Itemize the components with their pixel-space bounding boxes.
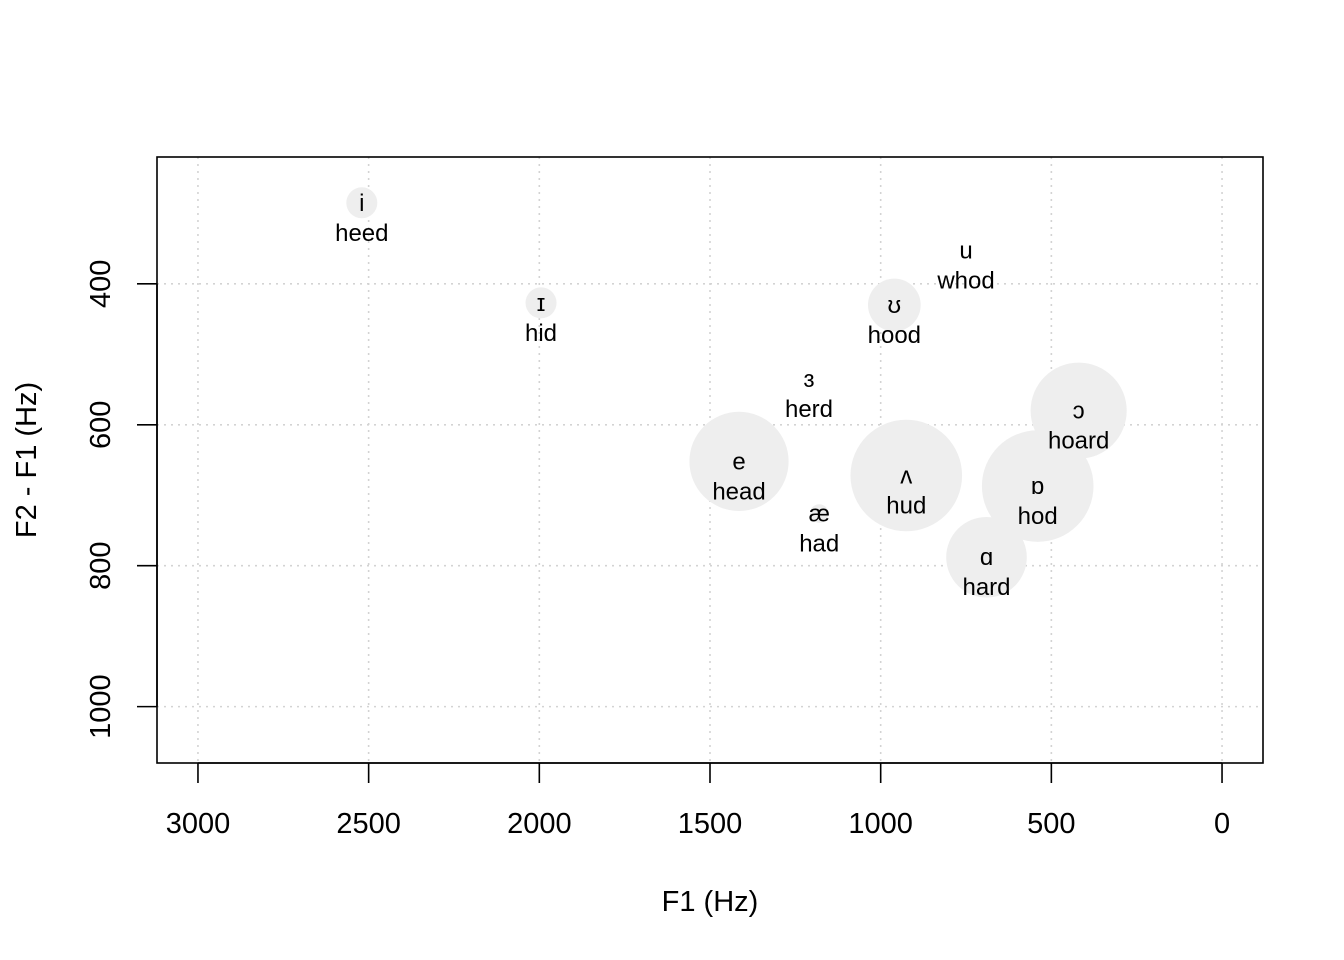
vowel-symbol-hid: ɪ — [537, 290, 546, 317]
vowel-word-had: had — [799, 531, 839, 558]
x-axis-title: F1 (Hz) — [662, 886, 759, 918]
vowel-word-hid: hid — [525, 320, 557, 347]
vowel-symbol-hard: ɑ — [980, 544, 993, 571]
vowel-bubble-hid — [525, 287, 557, 319]
vowel-word-hud: hud — [886, 493, 926, 520]
vowel-word-hard: hard — [962, 574, 1010, 601]
vowel-bubble-had — [809, 504, 829, 523]
y-tick-label: 800 — [85, 542, 117, 590]
vowel-word-head: head — [712, 478, 765, 505]
vowel-symbol-head: e — [732, 448, 745, 475]
vowel-word-hod: hod — [1018, 503, 1058, 530]
vowel-word-hoard: hoard — [1048, 428, 1109, 455]
vowel-symbol-heed: i — [359, 190, 364, 217]
vowel-bubble-heed — [346, 187, 378, 219]
axes: 3000 2500 2000 1500 1000 500 0 400 600 800 1000 — [85, 260, 1230, 840]
x-tick-label: 3000 — [166, 808, 231, 840]
y-axis-title: F2 - F1 (Hz) — [11, 382, 43, 538]
vowel-word-whod: whod — [936, 268, 994, 295]
vowel-word-hood: hood — [868, 322, 921, 349]
x-tick-label: 2000 — [507, 808, 572, 840]
vowel-bubble-hud — [850, 419, 963, 532]
bubble-layer — [346, 187, 1127, 598]
vowel-symbol-hood: ʊ — [888, 292, 902, 319]
vowel-symbol-had: æ — [809, 501, 830, 528]
vowel-bubble-hood — [867, 278, 921, 332]
y-tick-label: 400 — [85, 260, 117, 308]
vowel-symbol-hod: ɒ — [1031, 473, 1044, 500]
x-tick-label: 0 — [1214, 808, 1230, 840]
y-tick-label: 1000 — [85, 674, 117, 739]
vowel-symbol-herd: ɜ — [803, 366, 814, 393]
vowel-bubble-hard — [946, 516, 1027, 598]
x-tick-label: 1000 — [848, 808, 913, 840]
point-labels: i heed ɪ hid u whod ʊ hood ɜ herd ɔ hoard e head ʌ hud ɒ… — [335, 190, 1109, 601]
vowel-word-heed: heed — [335, 220, 388, 247]
vowel-bubble-hod — [981, 430, 1094, 542]
vowel-bubble-head — [689, 411, 789, 512]
x-tick-label: 500 — [1027, 808, 1075, 840]
y-tick-label: 600 — [85, 401, 117, 449]
x-tick-label: 2500 — [336, 808, 401, 840]
vowel-symbol-whod: u — [959, 238, 972, 265]
vowel-word-herd: herd — [785, 396, 833, 423]
vowel-symbol-hoard: ɔ — [1073, 398, 1085, 425]
vowel-symbol-hud: ʌ — [900, 463, 912, 490]
x-tick-label: 1500 — [678, 808, 743, 840]
